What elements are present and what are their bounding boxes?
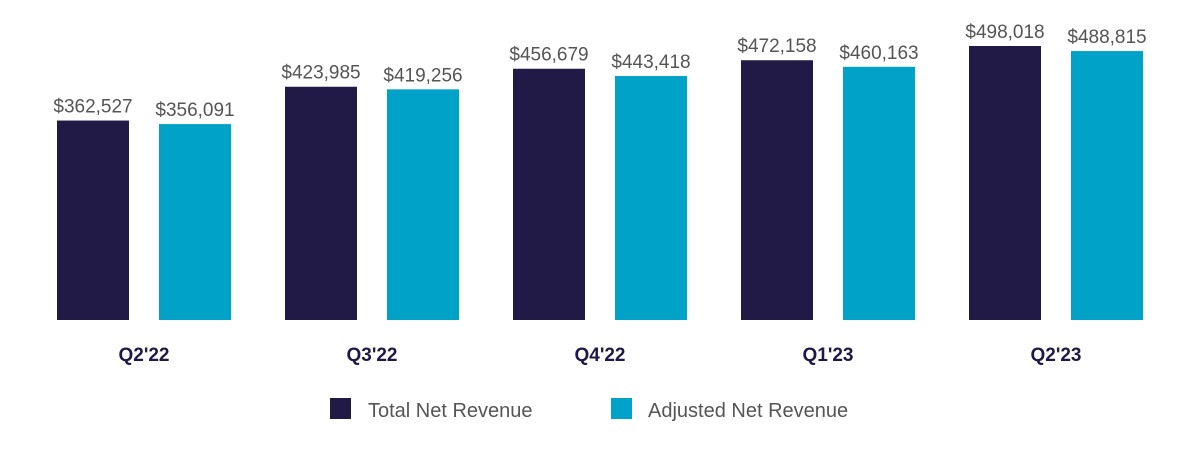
value-label-total-1: $423,985 <box>281 63 360 84</box>
value-label-adjusted-1: $419,256 <box>383 65 462 86</box>
category-label-0: Q2'22 <box>119 345 170 366</box>
value-label-adjusted-3: $460,163 <box>839 43 918 64</box>
category-label-1: Q3'22 <box>347 345 398 366</box>
bar-total-0 <box>57 120 129 321</box>
category-label-3: Q1'23 <box>803 345 854 366</box>
bar-total-3 <box>741 60 813 320</box>
bar-adjusted-2 <box>615 76 687 320</box>
category-labels-layer: Q2'22 Q3'22 Q4'22 Q1'23 Q2'23 <box>119 345 1082 366</box>
value-labels-layer: $362,527 $356,091 $423,985 $419,256 $456,679… <box>53 22 1146 121</box>
bar-adjusted-3 <box>843 66 915 321</box>
value-label-total-2: $456,679 <box>509 45 588 66</box>
value-label-adjusted-4: $488,815 <box>1067 27 1146 48</box>
category-label-2: Q4'22 <box>575 345 626 366</box>
bar-adjusted-1 <box>387 89 459 321</box>
bars-layer <box>57 46 1143 321</box>
value-label-total-0: $362,527 <box>53 97 132 118</box>
legend-swatch-adjusted-net-revenue <box>611 398 632 419</box>
legend-label-total-net-revenue: Total Net Revenue <box>368 400 533 422</box>
bar-adjusted-0 <box>159 124 231 320</box>
bar-adjusted-4 <box>1071 51 1143 320</box>
bar-total-1 <box>285 86 357 321</box>
legend-swatch-total-net-revenue <box>330 398 351 419</box>
bar-total-2 <box>513 68 585 320</box>
legend-label-adjusted-net-revenue: Adjusted Net Revenue <box>648 400 848 422</box>
value-label-total-3: $472,158 <box>737 36 816 57</box>
value-label-adjusted-2: $443,418 <box>611 52 690 73</box>
bar-total-4 <box>969 46 1041 320</box>
value-label-adjusted-0: $356,091 <box>155 100 234 121</box>
legend: Total Net Revenue Adjusted Net Revenue <box>330 398 848 422</box>
value-label-total-4: $498,018 <box>965 22 1044 43</box>
category-label-4: Q2'23 <box>1031 345 1082 366</box>
